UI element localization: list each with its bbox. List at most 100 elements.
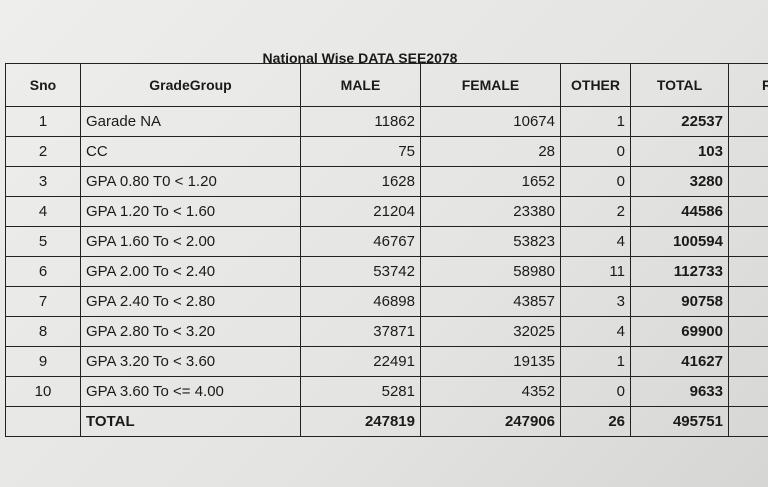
row-number: 9 (5, 346, 81, 377)
empty-cell (728, 106, 768, 137)
table-row: 2 CC 75 28 0 103 (5, 136, 768, 167)
cell-value: 37871 (300, 316, 421, 347)
cell-value: 112733 (630, 256, 729, 287)
cell-value: 0 (560, 376, 631, 407)
total-value: 247819 (300, 406, 421, 437)
cell-value: 44586 (630, 196, 729, 227)
table-row: 5 GPA 1.60 To < 2.00 46767 53823 4 100594 (5, 226, 768, 257)
grade-group: Garade NA (80, 106, 301, 137)
grade-group: GPA 3.20 To < 3.60 (80, 346, 301, 377)
cell-value: 5281 (300, 376, 421, 407)
cell-value: 46767 (300, 226, 421, 257)
cell-value: 3280 (630, 166, 729, 197)
grade-group: GPA 2.80 To < 3.20 (80, 316, 301, 347)
empty-cell (728, 346, 768, 377)
cell-value: 46898 (300, 286, 421, 317)
table-row: 10 GPA 3.60 To <= 4.00 5281 4352 0 9633 (5, 376, 768, 407)
cell-value: 23380 (420, 196, 561, 227)
header-row: SnoGradeGroupMALEFEMALEOTHERTOTALR (5, 63, 768, 107)
row-number: 5 (5, 226, 81, 257)
empty-cell (5, 406, 81, 437)
cell-value: 53742 (300, 256, 421, 287)
cell-value: 90758 (630, 286, 729, 317)
cell-value: 58980 (420, 256, 561, 287)
row-number: 1 (5, 106, 81, 137)
column-header: OTHER (560, 63, 631, 107)
empty-cell (728, 166, 768, 197)
empty-cell (728, 286, 768, 317)
cell-value: 22537 (630, 106, 729, 137)
table-row: 8 GPA 2.80 To < 3.20 37871 32025 4 69900 (5, 316, 768, 347)
empty-cell (728, 226, 768, 257)
row-number: 8 (5, 316, 81, 347)
cell-value: 19135 (420, 346, 561, 377)
cell-value: 1 (560, 106, 631, 137)
total-label: TOTAL (80, 406, 301, 437)
row-number: 7 (5, 286, 81, 317)
cell-value: 2 (560, 196, 631, 227)
grade-group: GPA 0.80 T0 < 1.20 (80, 166, 301, 197)
grade-group: GPA 1.60 To < 2.00 (80, 226, 301, 257)
column-header: Sno (5, 63, 81, 107)
row-number: 6 (5, 256, 81, 287)
cell-value: 1652 (420, 166, 561, 197)
cell-value: 10674 (420, 106, 561, 137)
total-value: 26 (560, 406, 631, 437)
empty-cell (728, 316, 768, 347)
cell-value: 32025 (420, 316, 561, 347)
empty-cell (728, 256, 768, 287)
cell-value: 1 (560, 346, 631, 377)
table-row: 9 GPA 3.20 To < 3.60 22491 19135 1 41627 (5, 346, 768, 377)
cell-value: 69900 (630, 316, 729, 347)
cell-value: 11 (560, 256, 631, 287)
cell-value: 11862 (300, 106, 421, 137)
cell-value: 41627 (630, 346, 729, 377)
column-header: GradeGroup (80, 63, 301, 107)
table-title: National Wise DATA SEE2078 (262, 50, 458, 66)
cell-value: 100594 (630, 226, 729, 257)
row-number: 10 (5, 376, 81, 407)
table-row: 6 GPA 2.00 To < 2.40 53742 58980 11 112733 (5, 256, 768, 287)
cell-value: 22491 (300, 346, 421, 377)
cell-value: 21204 (300, 196, 421, 227)
table-row: 4 GPA 1.20 To < 1.60 21204 23380 2 44586 (5, 196, 768, 227)
cell-value: 4 (560, 316, 631, 347)
row-number: 4 (5, 196, 81, 227)
cell-value: 1628 (300, 166, 421, 197)
row-number: 3 (5, 166, 81, 197)
grade-group: GPA 2.00 To < 2.40 (80, 256, 301, 287)
cell-value: 75 (300, 136, 421, 167)
empty-cell (728, 406, 768, 437)
grade-group: GPA 3.60 To <= 4.00 (80, 376, 301, 407)
cell-value: 9633 (630, 376, 729, 407)
cell-value: 103 (630, 136, 729, 167)
total-value: 495751 (630, 406, 729, 437)
table-row: 7 GPA 2.40 To < 2.80 46898 43857 3 90758 (5, 286, 768, 317)
column-header: R (728, 63, 768, 107)
empty-cell (728, 136, 768, 167)
cell-value: 3 (560, 286, 631, 317)
total-value: 247906 (420, 406, 561, 437)
total-row: TOTAL 247819 247906 26 495751 (5, 406, 768, 437)
table-row: 1 Garade NA 11862 10674 1 22537 (5, 106, 768, 137)
column-header: TOTAL (630, 63, 729, 107)
table-body: 1 Garade NA 11862 10674 1 22537 2 CC 75 28 0 103 3 GP… (5, 106, 768, 437)
column-header: MALE (300, 63, 421, 107)
cell-value: 53823 (420, 226, 561, 257)
empty-cell (728, 196, 768, 227)
column-header: FEMALE (420, 63, 561, 107)
cell-value: 43857 (420, 286, 561, 317)
cell-value: 0 (560, 166, 631, 197)
cell-value: 4352 (420, 376, 561, 407)
data-table: SnoGradeGroupMALEFEMALEOTHERTOTALR 1Gara… (5, 63, 768, 437)
empty-cell (728, 376, 768, 407)
grade-group: CC (80, 136, 301, 167)
cell-value: 0 (560, 136, 631, 167)
table-row: 3 GPA 0.80 T0 < 1.20 1628 1652 0 3280 (5, 166, 768, 197)
grade-group: GPA 1.20 To < 1.60 (80, 196, 301, 227)
row-number: 2 (5, 136, 81, 167)
cell-value: 28 (420, 136, 561, 167)
grade-group: GPA 2.40 To < 2.80 (80, 286, 301, 317)
cell-value: 4 (560, 226, 631, 257)
